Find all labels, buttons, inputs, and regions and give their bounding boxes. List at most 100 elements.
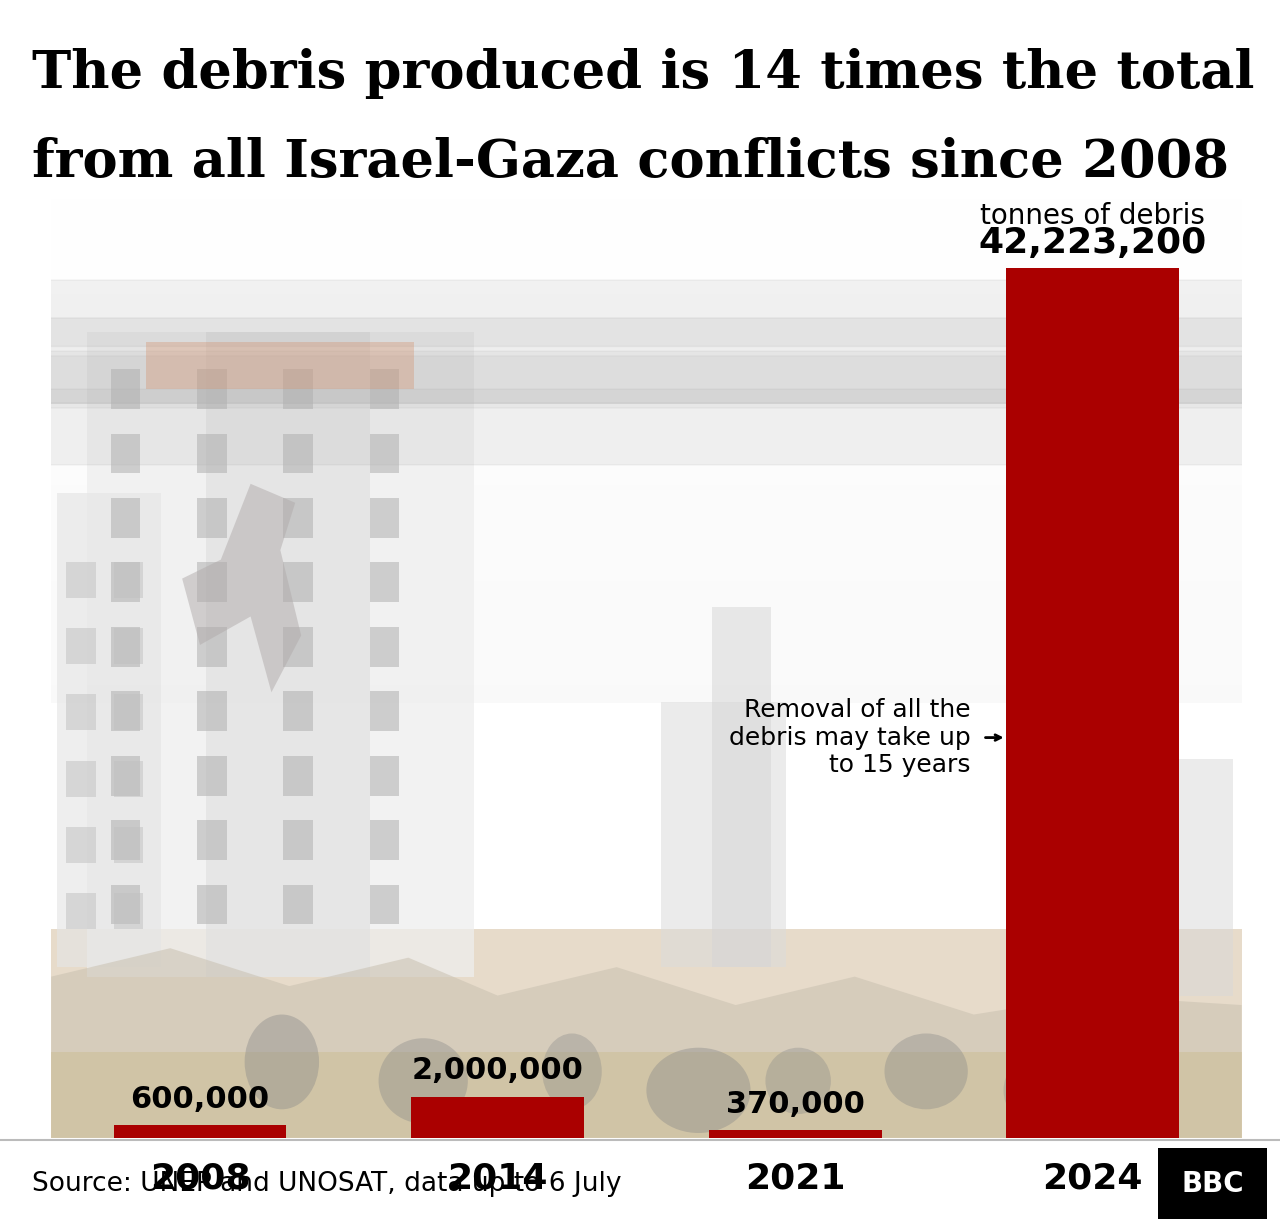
Bar (51, 260, 1242, 268)
Bar (51, 685, 1242, 694)
Bar (51, 216, 1242, 224)
Bar (111, 626, 141, 667)
Bar (111, 434, 141, 473)
Bar (51, 624, 1242, 633)
Bar (51, 511, 1242, 520)
Bar (51, 207, 1242, 216)
Bar (283, 498, 314, 538)
Bar (51, 356, 1242, 364)
Bar (197, 755, 227, 796)
Bar (51, 573, 1242, 581)
Bar (51, 381, 1242, 390)
Bar (51, 451, 1242, 460)
Bar (51, 416, 1242, 424)
Bar (51, 268, 1242, 277)
Bar (67, 694, 96, 731)
Bar (662, 701, 786, 967)
Bar (111, 563, 141, 602)
Bar (197, 626, 227, 667)
Bar (114, 1125, 287, 1138)
Bar (370, 563, 399, 602)
Bar (283, 755, 314, 796)
Text: 600,000: 600,000 (131, 1085, 270, 1114)
Bar (197, 691, 227, 731)
Bar (51, 607, 1242, 615)
Ellipse shape (1004, 1057, 1062, 1123)
Bar (114, 760, 143, 797)
Ellipse shape (646, 1048, 750, 1133)
Ellipse shape (543, 1034, 602, 1110)
Bar (114, 562, 143, 597)
Bar (51, 494, 1242, 503)
Bar (51, 251, 1242, 260)
Bar (51, 537, 1242, 547)
Bar (370, 434, 399, 473)
Bar (51, 303, 1242, 311)
Bar (51, 929, 1242, 1138)
Bar (51, 433, 1242, 441)
Bar (370, 626, 399, 667)
Bar (51, 441, 1242, 451)
Text: 2024: 2024 (1042, 1161, 1143, 1195)
Bar (197, 498, 227, 538)
Bar (114, 694, 143, 731)
Bar (111, 691, 141, 731)
Ellipse shape (884, 1034, 968, 1110)
Circle shape (0, 318, 1280, 403)
Bar (51, 547, 1242, 555)
Bar (51, 555, 1242, 564)
Bar (283, 626, 314, 667)
Bar (51, 364, 1242, 373)
Bar (51, 581, 1242, 590)
Bar (114, 628, 143, 663)
Bar (114, 894, 143, 929)
Bar (370, 498, 399, 538)
Bar (67, 628, 96, 663)
Bar (111, 369, 141, 409)
Bar (197, 563, 227, 602)
Bar (67, 894, 96, 929)
Bar (51, 477, 1242, 485)
Text: from all Israel-Gaza conflicts since 2008: from all Israel-Gaza conflicts since 200… (32, 137, 1229, 188)
Bar (51, 390, 1242, 398)
Bar (283, 885, 314, 924)
Bar (111, 498, 141, 538)
Bar (51, 503, 1242, 511)
Text: Removal of all the
debris may take up
to 15 years: Removal of all the debris may take up to… (730, 698, 970, 777)
Bar (51, 598, 1242, 607)
Bar (111, 755, 141, 796)
Bar (51, 668, 1242, 677)
Bar (51, 181, 1242, 190)
Bar (67, 760, 96, 797)
Bar (370, 820, 399, 861)
Bar (51, 347, 1242, 356)
Bar (51, 337, 1242, 347)
Bar (51, 564, 1242, 573)
Bar (51, 190, 1242, 199)
Bar (58, 493, 161, 967)
Bar (51, 468, 1242, 477)
Text: 42,223,200: 42,223,200 (979, 227, 1207, 260)
Bar (51, 460, 1242, 468)
Bar (197, 434, 227, 473)
Ellipse shape (765, 1048, 831, 1114)
Bar (51, 407, 1242, 416)
Bar (51, 243, 1242, 251)
Bar (51, 286, 1242, 294)
Bar (67, 562, 96, 597)
Bar (51, 224, 1242, 233)
Bar (51, 651, 1242, 660)
Bar (1006, 267, 1179, 1138)
Bar (197, 369, 227, 409)
Bar (370, 755, 399, 796)
Ellipse shape (379, 1038, 468, 1123)
Bar (51, 677, 1242, 685)
Bar (51, 233, 1242, 243)
Bar (206, 332, 370, 977)
Bar (51, 320, 1242, 329)
Bar (114, 826, 143, 863)
Bar (51, 520, 1242, 528)
Bar (709, 1130, 882, 1138)
Bar (51, 633, 1242, 641)
Bar (712, 607, 772, 967)
